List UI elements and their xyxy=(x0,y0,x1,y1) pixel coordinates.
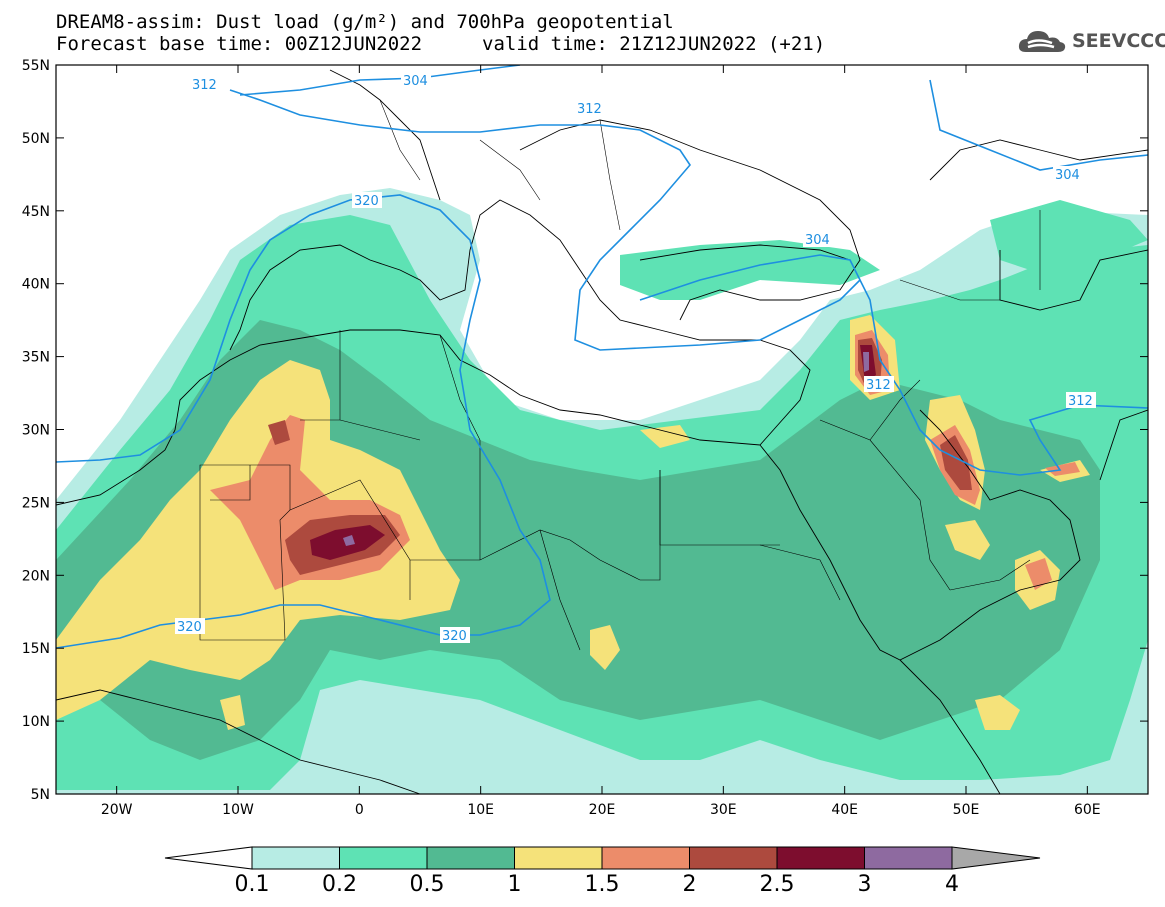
colorbar-high-extend xyxy=(952,847,1040,869)
contour-label: 304 xyxy=(805,233,830,248)
colorbar-segment xyxy=(515,847,603,869)
colorbar-segment xyxy=(340,847,428,869)
colorbar-level-label: 4 xyxy=(945,872,959,897)
lon-tick-label: 40E xyxy=(831,802,858,818)
lon-tick-label: 30E xyxy=(710,802,737,818)
colorbar-segment xyxy=(252,847,340,869)
contour-label: 312 xyxy=(1068,394,1093,409)
lon-tick-label: 10W xyxy=(222,802,254,818)
lon-tick-label: 10E xyxy=(467,802,494,818)
contour-label: 320 xyxy=(354,194,379,209)
colorbar-level-label: 3 xyxy=(858,872,872,897)
contour-label: 312 xyxy=(577,102,602,117)
lon-tick-label: 60E xyxy=(1074,802,1101,818)
colorbar-level-label: 1 xyxy=(508,872,522,897)
colorbar-level-label: 0.1 xyxy=(235,872,270,897)
colorbar-segment xyxy=(865,847,953,869)
lat-tick-label: 40N xyxy=(22,277,50,293)
colorbar-level-label: 0.2 xyxy=(322,872,357,897)
colorbar-level-label: 0.5 xyxy=(410,872,445,897)
lat-tick-label: 30N xyxy=(22,423,50,439)
lon-tick-label: 20W xyxy=(101,802,133,818)
lat-tick-label: 25N xyxy=(22,495,50,511)
colorbar-level-label: 1.5 xyxy=(585,872,620,897)
lat-tick-label: 10N xyxy=(22,714,50,730)
lat-tick-label: 35N xyxy=(22,350,50,366)
contour-label: 304 xyxy=(1055,168,1080,183)
colorbar-low-extend xyxy=(165,847,252,869)
contour-label: 320 xyxy=(177,620,202,635)
lat-tick-label: 45N xyxy=(22,204,50,220)
colorbar-segment xyxy=(690,847,778,869)
lon-tick-label: 0 xyxy=(355,802,364,818)
contour-label: 312 xyxy=(866,378,891,393)
lat-tick-label: 20N xyxy=(22,568,50,584)
lat-tick-label: 15N xyxy=(22,641,50,657)
contour-label: 304 xyxy=(403,74,428,89)
colorbar-level-label: 2.5 xyxy=(760,872,795,897)
dust-field xyxy=(56,65,1148,794)
colorbar: 0.1 0.2 0.5 1 1.5 2 2.5 3 4 xyxy=(165,847,1040,897)
contour-label: 312 xyxy=(192,78,217,93)
contour-label: 320 xyxy=(442,629,467,644)
colorbar-segment xyxy=(602,847,690,869)
lat-tick-label: 50N xyxy=(22,131,50,147)
lat-tick-label: 5N xyxy=(31,787,50,803)
colorbar-level-label: 2 xyxy=(683,872,697,897)
lon-tick-label: 20E xyxy=(589,802,616,818)
colorbar-segment xyxy=(777,847,865,869)
colorbar-segment xyxy=(427,847,515,869)
lat-tick-label: 55N xyxy=(22,58,50,74)
lon-tick-label: 50E xyxy=(953,802,980,818)
